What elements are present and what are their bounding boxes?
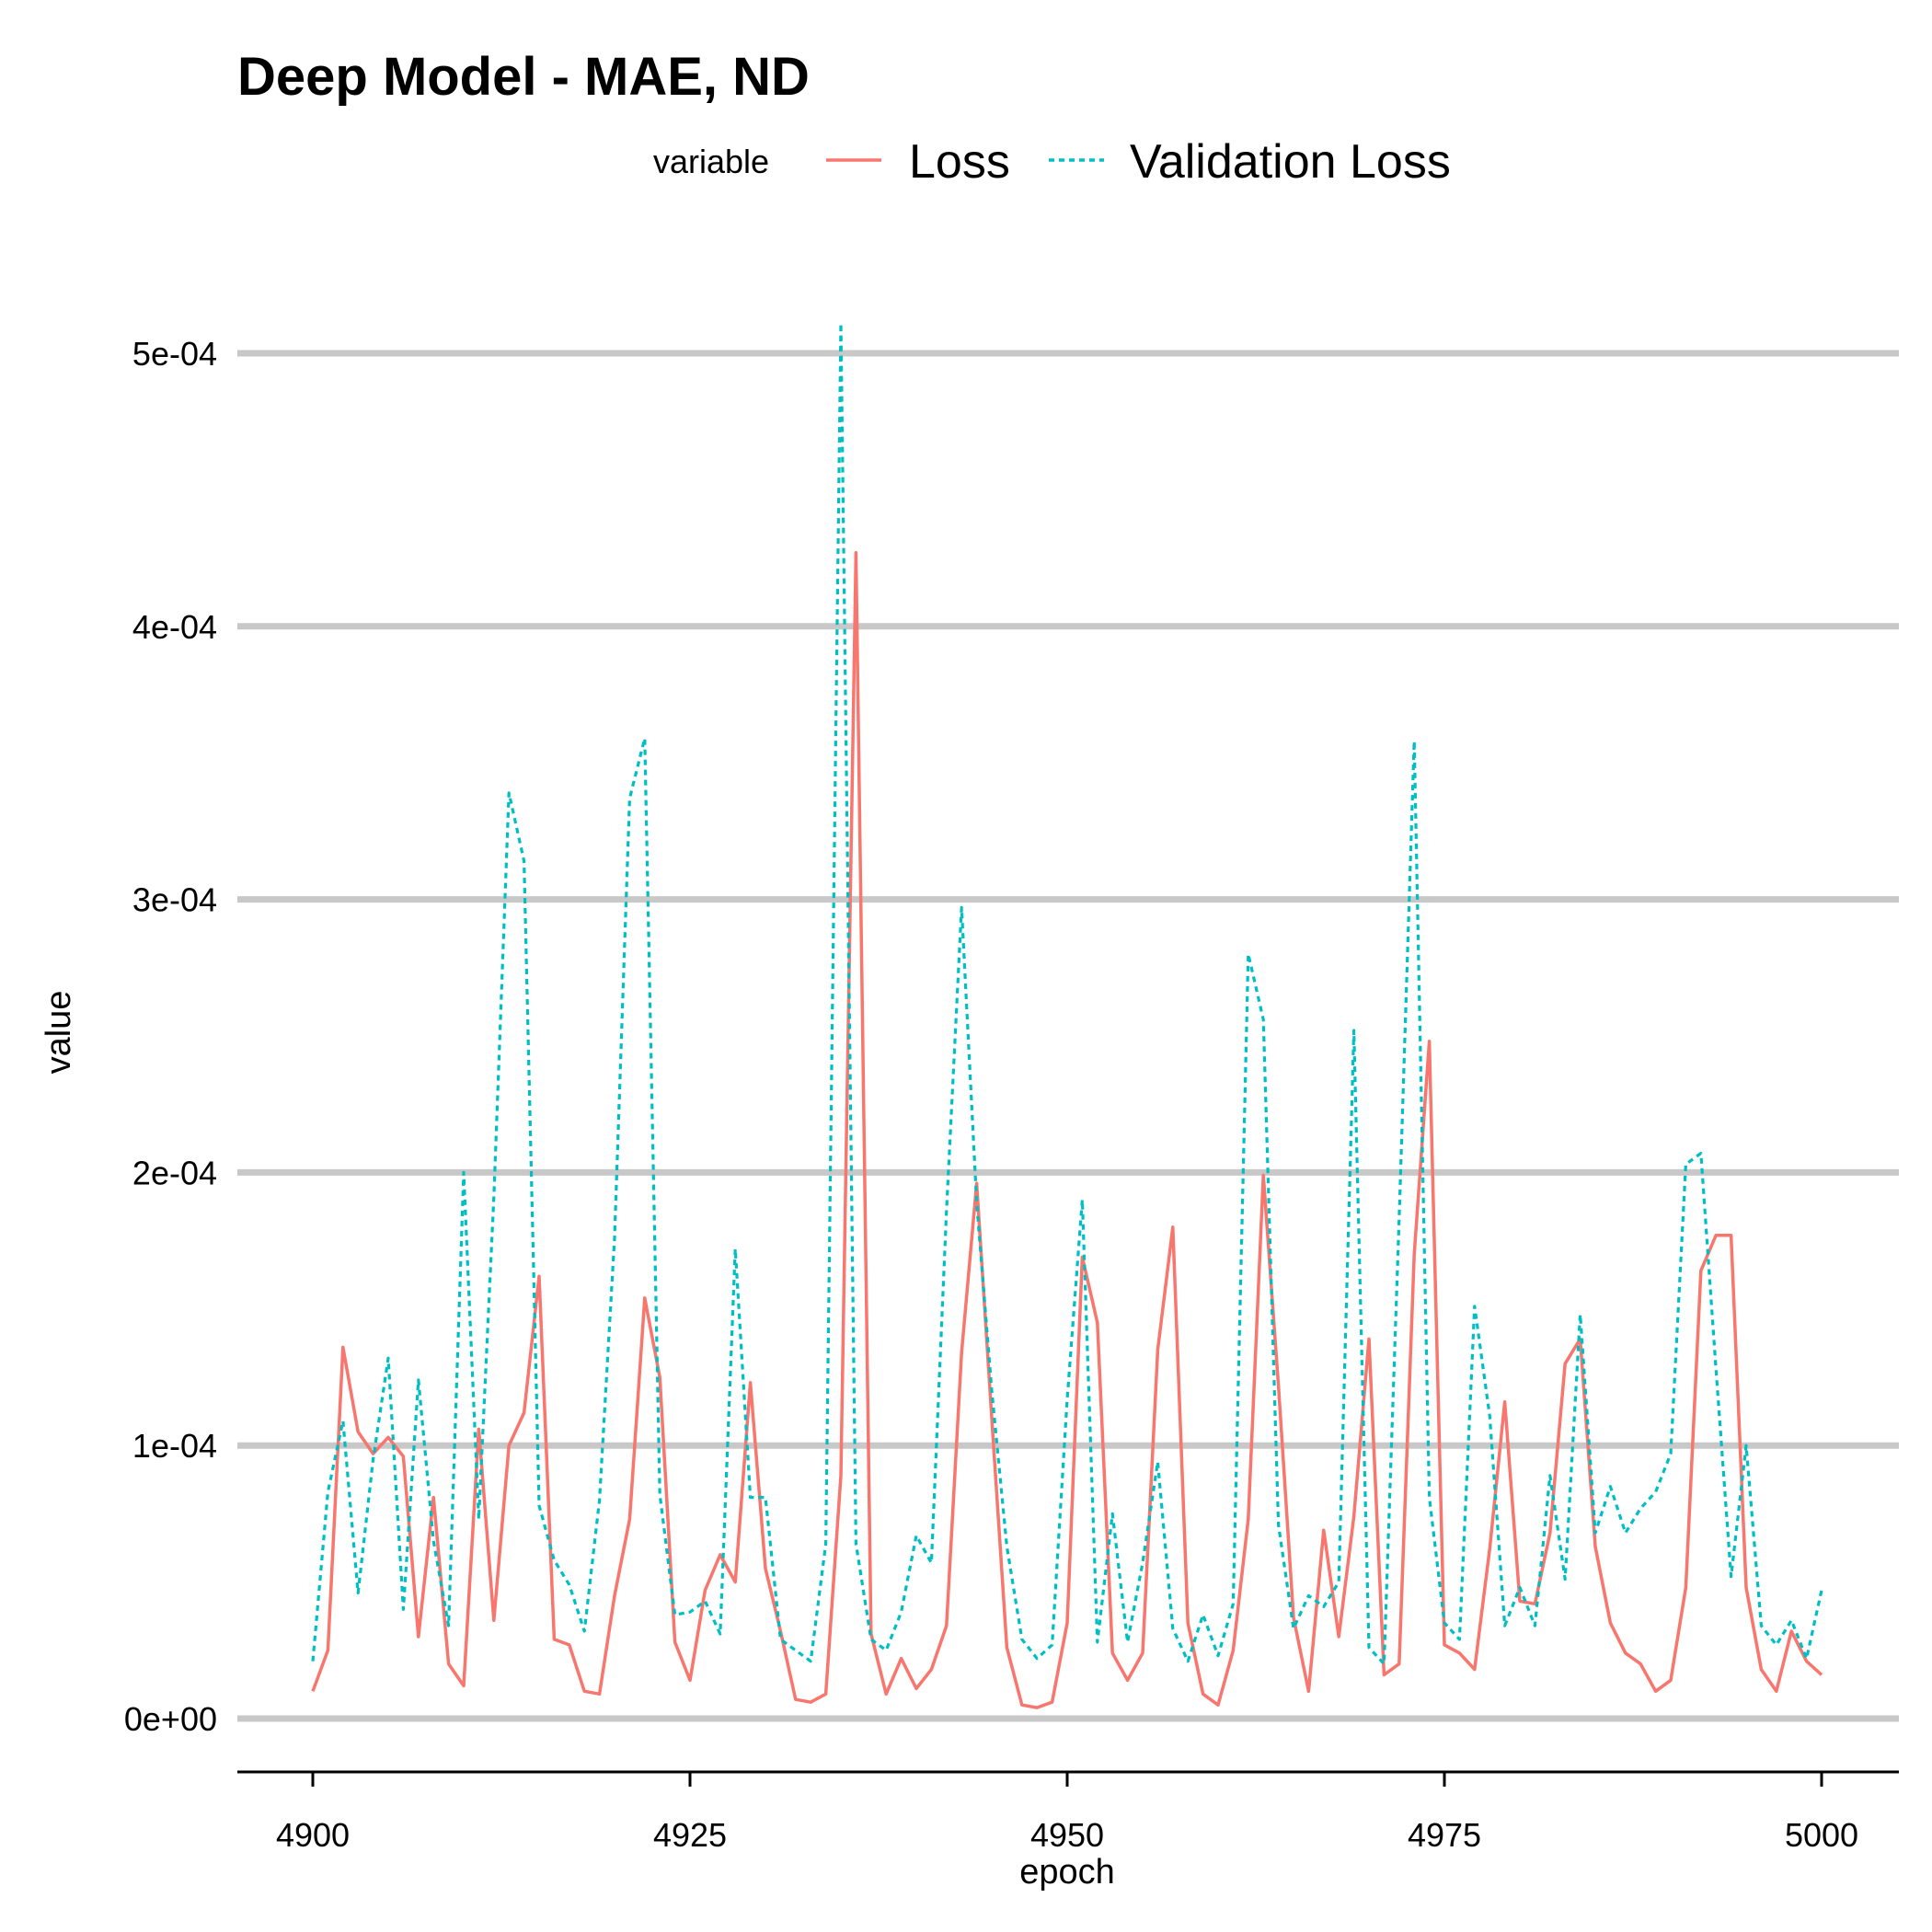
series-line-validation-loss xyxy=(311,321,1823,1666)
y-tick-label: 1e-04 xyxy=(132,1427,217,1465)
y-tick-label: 2e-04 xyxy=(132,1154,217,1191)
y-axis-ticks: 0e+00 1e-04 2e-04 3e-04 4e-04 5e-04 xyxy=(124,335,217,1738)
series-lines xyxy=(311,321,1823,1709)
y-tick-label: 4e-04 xyxy=(132,608,217,646)
gridlines xyxy=(237,350,1899,1722)
series-line-loss xyxy=(311,550,1823,1709)
legend: variable Loss Validation Loss xyxy=(653,135,1451,189)
legend-label-validation-loss: Validation Loss xyxy=(1130,135,1451,189)
y-tick-label: 5e-04 xyxy=(132,335,217,373)
x-tick-label: 5000 xyxy=(1785,1816,1858,1854)
legend-label-loss: Loss xyxy=(909,135,1010,189)
x-tick-label: 4975 xyxy=(1408,1816,1481,1854)
x-axis-ticks: 4900 4925 4950 4975 5000 xyxy=(276,1772,1858,1854)
x-tick-label: 4950 xyxy=(1030,1816,1104,1854)
x-axis-label: epoch xyxy=(1019,1853,1115,1892)
legend-title: variable xyxy=(653,143,769,180)
y-tick-label: 3e-04 xyxy=(132,881,217,919)
y-tick-label: 0e+00 xyxy=(124,1700,217,1738)
x-tick-label: 4925 xyxy=(653,1816,727,1854)
y-axis-label: value xyxy=(40,991,78,1075)
x-tick-label: 4900 xyxy=(276,1816,350,1854)
chart-title: Deep Model - MAE, ND xyxy=(237,47,810,107)
